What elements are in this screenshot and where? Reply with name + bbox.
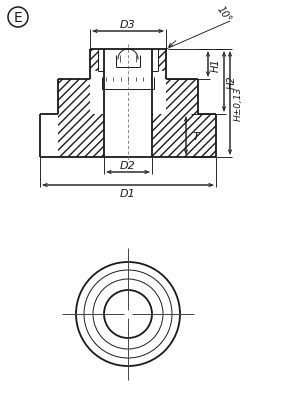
Text: D1: D1: [120, 189, 136, 198]
Bar: [58, 115, 104, 157]
Text: E: E: [14, 11, 22, 25]
Text: T: T: [193, 131, 199, 141]
Bar: [152, 115, 216, 157]
Text: D3: D3: [120, 20, 136, 30]
Text: H±0,13: H±0,13: [233, 87, 242, 121]
Bar: [166, 80, 198, 115]
Text: D2: D2: [120, 161, 136, 171]
Text: H2: H2: [227, 76, 237, 89]
Text: 10°: 10°: [215, 4, 233, 24]
Bar: [158, 50, 166, 72]
Bar: [90, 50, 98, 72]
Bar: [58, 80, 90, 115]
Text: H1: H1: [211, 58, 221, 72]
